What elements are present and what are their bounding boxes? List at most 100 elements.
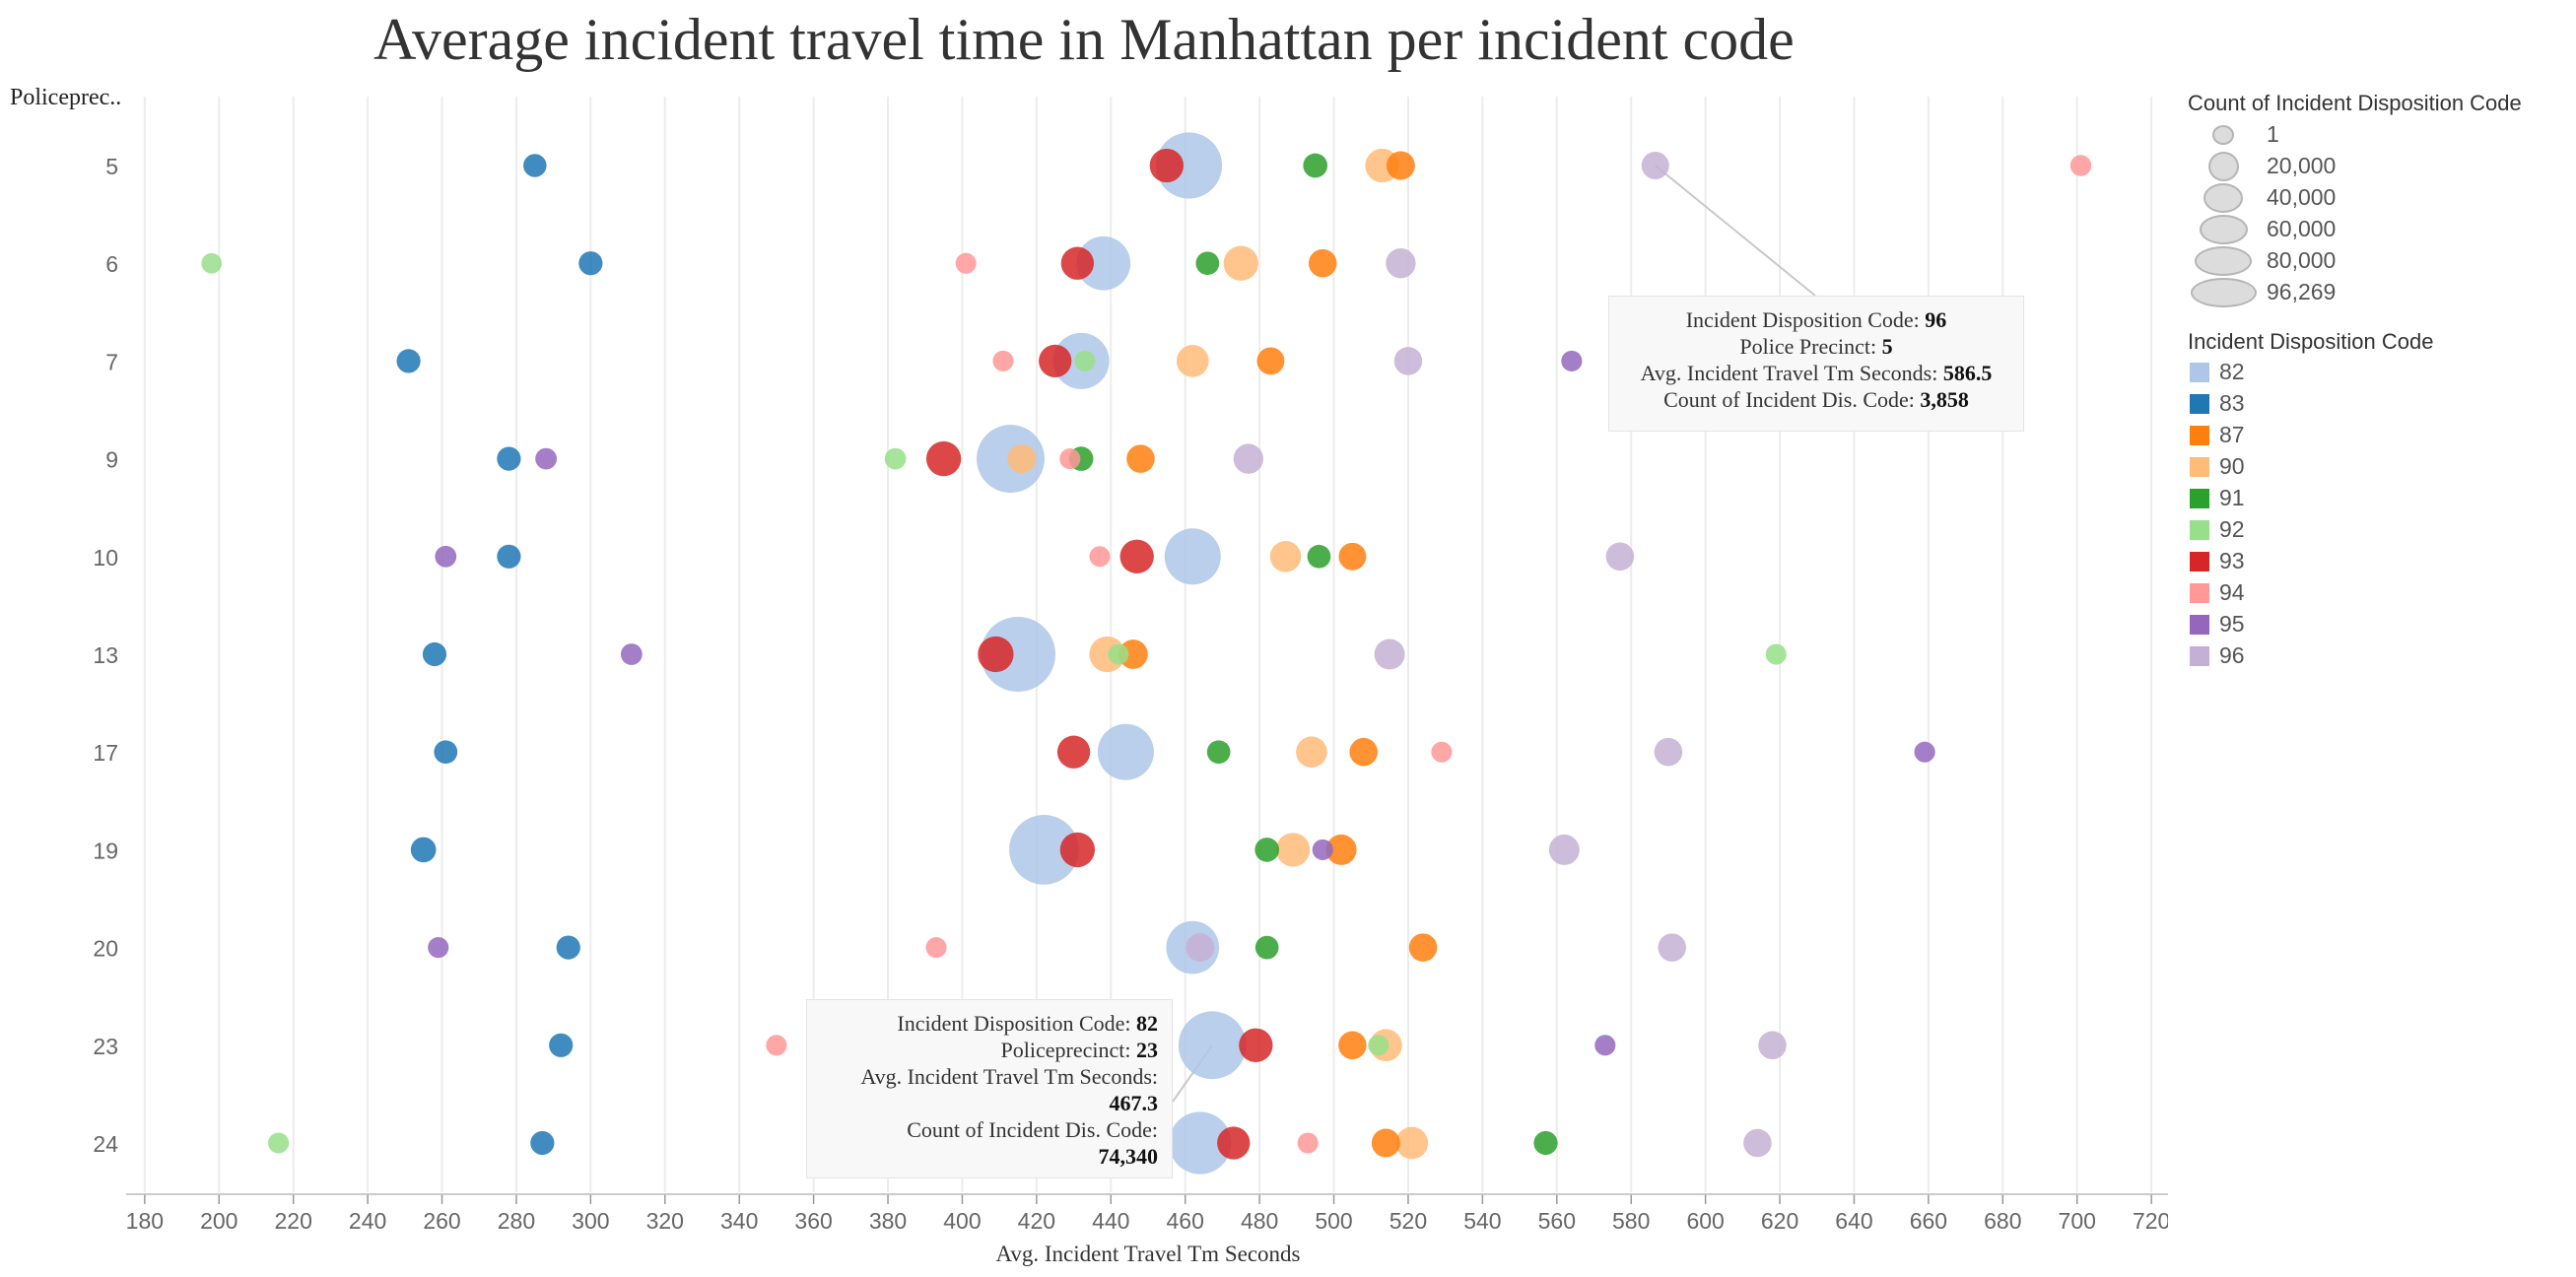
point-precinct-19-code-95[interactable] (1312, 839, 1333, 860)
point-precinct-19-code-90[interactable] (1275, 833, 1311, 867)
point-precinct-24-code-93[interactable] (1217, 1126, 1251, 1160)
point-precinct-10-code-87[interactable] (1338, 542, 1367, 571)
point-precinct-7-code-90[interactable] (1176, 345, 1209, 377)
point-precinct-10-code-83[interactable] (497, 544, 521, 569)
point-precinct-5-code-94[interactable] (2069, 155, 2092, 176)
point-precinct-19-code-87[interactable] (1325, 834, 1357, 865)
point-precinct-9-code-95[interactable] (535, 447, 558, 470)
point-precinct-13-code-92[interactable] (1765, 643, 1787, 665)
point-precinct-6-code-94[interactable] (955, 252, 977, 274)
point-precinct-10-code-94[interactable] (1089, 546, 1111, 568)
point-precinct-20-code-87[interactable] (1408, 933, 1438, 962)
point-precinct-23-code-93[interactable] (1239, 1028, 1273, 1062)
point-precinct-5-code-87[interactable] (1386, 151, 1415, 180)
point-precinct-10-code-91[interactable] (1307, 544, 1331, 569)
point-precinct-7-code-83[interactable] (396, 349, 421, 373)
point-precinct-20-code-95[interactable] (428, 937, 449, 959)
point-precinct-23-code-92[interactable] (1368, 1035, 1390, 1056)
point-precinct-13-code-93[interactable] (978, 636, 1014, 673)
color-legend-item-93[interactable]: 93 (2190, 546, 2387, 577)
point-precinct-24-code-96[interactable] (1743, 1128, 1772, 1158)
point-precinct-10-code-93[interactable] (1119, 539, 1154, 573)
point-precinct-23-code-94[interactable] (766, 1035, 787, 1056)
point-precinct-20-code-94[interactable] (925, 937, 947, 959)
point-precinct-6-code-87[interactable] (1308, 248, 1337, 278)
point-precinct-5-code-82[interactable] (1155, 132, 1223, 199)
point-precinct-24-code-87[interactable] (1371, 1128, 1400, 1158)
point-precinct-9-code-87[interactable] (1126, 444, 1155, 473)
color-legend-item-96[interactable]: 96 (2190, 640, 2387, 672)
point-precinct-20-code-96[interactable] (1658, 933, 1686, 962)
color-legend-item-94[interactable]: 94 (2190, 577, 2387, 609)
point-precinct-24-code-83[interactable] (530, 1130, 555, 1156)
point-precinct-24-code-94[interactable] (1297, 1132, 1319, 1154)
point-precinct-9-code-90[interactable] (1007, 444, 1037, 474)
point-precinct-7-code-92[interactable] (1074, 350, 1096, 371)
point-precinct-10-code-96[interactable] (1605, 542, 1635, 571)
point-precinct-6-code-83[interactable] (578, 251, 603, 276)
point-precinct-6-code-82[interactable] (1076, 235, 1131, 291)
color-legend-item-90[interactable]: 90 (2190, 451, 2387, 483)
point-precinct-13-code-95[interactable] (620, 643, 643, 665)
point-precinct-9-code-94[interactable] (1059, 448, 1081, 470)
point-precinct-9-code-96[interactable] (1233, 443, 1263, 474)
point-precinct-24-code-91[interactable] (1533, 1130, 1558, 1156)
point-precinct-10-code-90[interactable] (1269, 541, 1302, 572)
point-precinct-19-code-82[interactable] (1009, 815, 1079, 885)
point-precinct-24-code-90[interactable] (1395, 1126, 1429, 1160)
point-precinct-17-code-95[interactable] (1914, 741, 1935, 763)
point-precinct-10-code-82[interactable] (1164, 528, 1221, 585)
point-precinct-24-code-92[interactable] (268, 1132, 290, 1154)
point-precinct-10-code-95[interactable] (435, 545, 457, 568)
point-precinct-19-code-91[interactable] (1254, 838, 1279, 862)
color-legend-item-82[interactable]: 82 (2190, 357, 2387, 388)
point-precinct-6-code-91[interactable] (1195, 251, 1220, 276)
point-precinct-13-code-83[interactable] (422, 641, 447, 667)
point-precinct-7-code-95[interactable] (1561, 350, 1583, 371)
point-precinct-6-code-93[interactable] (1060, 246, 1095, 280)
color-legend-item-83[interactable]: 83 (2190, 388, 2387, 420)
point-precinct-19-code-83[interactable] (410, 837, 437, 863)
point-precinct-23-code-95[interactable] (1594, 1035, 1616, 1056)
point-precinct-17-code-83[interactable] (434, 740, 458, 765)
point-precinct-13-code-92[interactable] (1108, 643, 1129, 665)
point-precinct-17-code-91[interactable] (1206, 740, 1231, 765)
point-precinct-19-code-93[interactable] (1059, 832, 1096, 868)
point-precinct-24-code-82[interactable] (1169, 1111, 1232, 1175)
point-precinct-7-code-93[interactable] (1039, 344, 1072, 378)
point-precinct-17-code-87[interactable] (1349, 737, 1378, 767)
point-precinct-23-code-83[interactable] (549, 1033, 574, 1057)
point-precinct-17-code-82[interactable] (1097, 723, 1154, 780)
point-precinct-6-code-92[interactable] (201, 252, 223, 274)
point-precinct-9-code-83[interactable] (497, 446, 521, 471)
point-precinct-5-code-91[interactable] (1303, 153, 1328, 178)
color-legend-item-92[interactable]: 92 (2190, 514, 2387, 546)
point-precinct-23-code-82[interactable] (1178, 1011, 1247, 1080)
point-precinct-7-code-96[interactable] (1393, 347, 1423, 375)
point-precinct-17-code-94[interactable] (1431, 741, 1453, 763)
point-precinct-13-code-96[interactable] (1374, 638, 1405, 670)
point-precinct-23-code-96[interactable] (1758, 1031, 1787, 1060)
point-precinct-7-code-94[interactable] (992, 350, 1014, 371)
point-precinct-20-code-83[interactable] (556, 935, 580, 960)
color-legend-item-91[interactable]: 91 (2190, 483, 2387, 514)
point-precinct-5-code-93[interactable] (1149, 148, 1185, 183)
point-precinct-13-code-82[interactable] (981, 617, 1056, 692)
point-precinct-20-code-91[interactable] (1254, 935, 1279, 960)
color-legend-item-95[interactable]: 95 (2190, 609, 2387, 640)
point-precinct-23-code-87[interactable] (1338, 1031, 1367, 1060)
point-precinct-5-code-83[interactable] (523, 154, 547, 177)
point-precinct-17-code-96[interactable] (1654, 737, 1683, 767)
point-precinct-6-code-90[interactable] (1223, 245, 1258, 281)
point-precinct-17-code-90[interactable] (1296, 736, 1327, 768)
point-precinct-17-code-93[interactable] (1056, 735, 1091, 769)
point-precinct-20-code-96[interactable] (1186, 933, 1215, 963)
point-precinct-6-code-96[interactable] (1386, 248, 1416, 279)
point-precinct-13-code-87[interactable] (1119, 639, 1148, 669)
point-precinct-9-code-92[interactable] (884, 447, 907, 470)
point-precinct-5-code-96[interactable] (1641, 151, 1669, 180)
color-legend-item-87[interactable]: 87 (2190, 420, 2387, 451)
point-precinct-9-code-93[interactable] (925, 440, 962, 477)
point-precinct-19-code-96[interactable] (1548, 834, 1580, 865)
point-precinct-7-code-87[interactable] (1256, 347, 1285, 375)
